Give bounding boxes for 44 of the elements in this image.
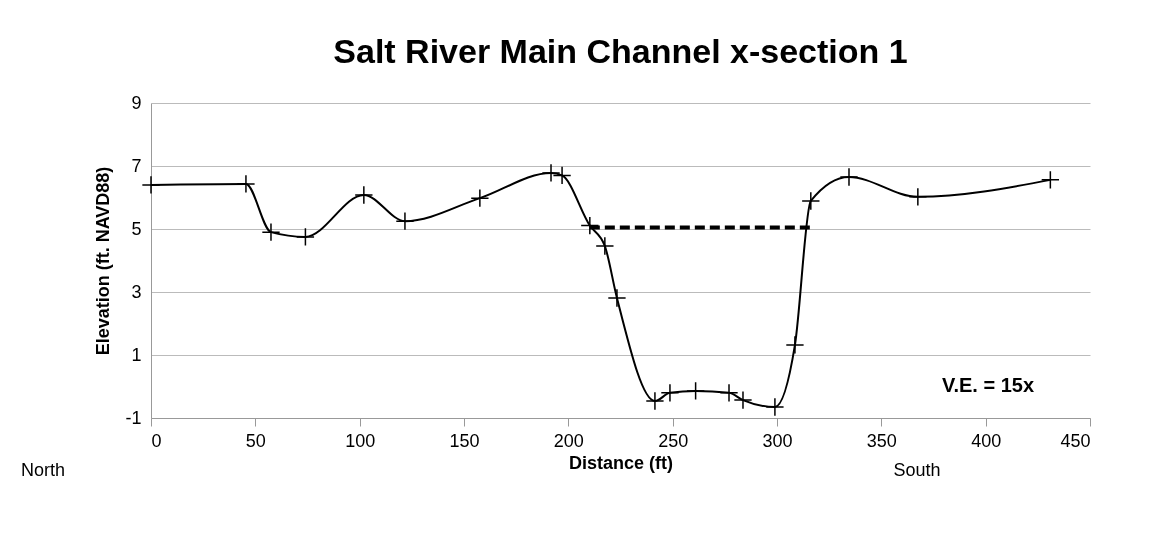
point (686, 381, 706, 401)
x-tick-label: 200 (553, 430, 584, 451)
x-tick-label: 450 (1060, 430, 1091, 451)
point (607, 288, 627, 308)
point (1040, 170, 1060, 190)
x-tick-label: 50 (245, 430, 266, 451)
y-tick-label: -1 (125, 407, 142, 428)
x-axis-title: Distance (ft) (568, 452, 674, 473)
point (908, 187, 928, 207)
x-tick-label: 150 (449, 430, 480, 451)
point (552, 166, 572, 185)
point (261, 222, 281, 242)
point (785, 335, 805, 355)
point (470, 188, 490, 208)
point (395, 211, 415, 231)
point (595, 236, 615, 256)
point (801, 191, 821, 211)
x-tick-label: 300 (762, 430, 793, 451)
point (354, 185, 374, 205)
y-tick-label: 3 (131, 281, 142, 302)
text: North (20, 460, 66, 480)
point (660, 383, 680, 403)
x-tick-label: 100 (345, 430, 376, 451)
point (645, 391, 665, 411)
point (719, 383, 739, 403)
x-tick-label: 250 (658, 430, 689, 451)
x-tick-label: 350 (866, 430, 897, 451)
point (296, 227, 315, 247)
point (733, 390, 753, 410)
y-tick-label: 5 (131, 218, 142, 239)
x-tick-label: 400 (971, 430, 1002, 451)
x-tick-label: 0 (151, 430, 162, 451)
point (236, 174, 256, 194)
point (839, 167, 859, 187)
y-tick-label: 9 (131, 92, 142, 113)
text: South (893, 460, 941, 480)
point (541, 163, 561, 183)
y-tick-label: 7 (131, 155, 142, 176)
point (141, 175, 161, 195)
point (765, 397, 785, 417)
annotation: V.E. = 15x (941, 374, 1035, 396)
y-axis-title: Elevation (ft. NAVD88) (93, 166, 114, 356)
chart-title: Salt River Main Channel x-section 1 (333, 32, 908, 70)
y-tick-label: 1 (131, 344, 142, 365)
